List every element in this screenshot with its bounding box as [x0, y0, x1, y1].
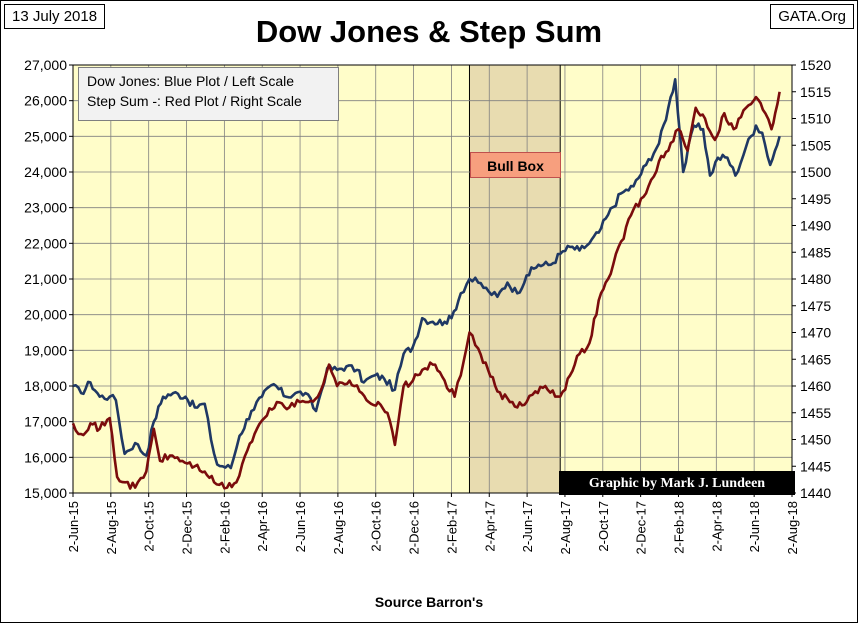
y-left-tick-label: 22,000	[24, 235, 67, 251]
y-right-tick-label: 1495	[800, 191, 831, 207]
series-group	[71, 78, 781, 490]
x-tick-label: 2-Feb-16	[217, 501, 232, 554]
dow-jones-line	[72, 78, 781, 470]
right-axis-ticks: 1440 1445 1450 1455 1460 1465 1470 1475 1480 1485…	[792, 57, 831, 501]
y-right-tick-label: 1480	[800, 271, 831, 287]
credit-label: Graphic by Mark J. Lundeen	[559, 471, 795, 495]
x-tick-label: 2-Oct-17	[596, 501, 611, 552]
x-tick-label: 2-Jun-18	[747, 501, 762, 552]
x-tick-label: 2-Feb-18	[671, 501, 686, 554]
chart-title: Dow Jones & Step Sum	[255, 14, 603, 49]
source-site-label: GATA.Org	[770, 4, 854, 29]
x-tick-label: 2-Aug-15	[104, 501, 119, 554]
y-left-tick-label: 21,000	[24, 271, 67, 287]
x-tick-label: 2-Aug-16	[331, 501, 346, 554]
y-right-tick-label: 1510	[800, 111, 831, 127]
y-left-tick-label: 24,000	[24, 164, 67, 180]
y-right-tick-label: 1520	[800, 57, 831, 73]
x-tick-label: 2-Jun-17	[520, 501, 535, 552]
legend-entry-stepsum: Step Sum -: Red Plot / Right Scale	[87, 93, 302, 109]
bull-box-label: Bull Box	[470, 152, 561, 178]
y-right-tick-label: 1490	[800, 218, 831, 234]
step-sum-line	[71, 91, 781, 490]
x-tick-label: 2-Apr-17	[482, 501, 497, 552]
y-right-tick-label: 1485	[800, 244, 831, 260]
y-right-tick-label: 1470	[800, 325, 831, 341]
y-right-tick-label: 1455	[800, 405, 831, 421]
y-right-tick-label: 1460	[800, 378, 831, 394]
x-tick-label: 2-Jun-16	[293, 501, 308, 552]
y-left-tick-label: 16,000	[24, 449, 67, 465]
y-left-tick-label: 27,000	[24, 57, 67, 73]
y-right-tick-label: 1475	[800, 298, 831, 314]
x-tick-label: 2-Apr-16	[255, 501, 270, 552]
y-left-tick-label: 17,000	[24, 414, 67, 430]
x-axis-ticks: 2-Jun-15 2-Aug-15 2-Oct-15 2-Dec-15 2-Feb-16…	[66, 493, 800, 554]
y-left-tick-label: 25,000	[24, 128, 67, 144]
y-left-tick-label: 26,000	[24, 93, 67, 109]
y-right-tick-label: 1445	[800, 458, 831, 474]
y-right-tick-label: 1440	[800, 485, 831, 501]
x-tick-label: 2-Dec-16	[407, 501, 422, 554]
y-left-tick-label: 20,000	[24, 307, 67, 323]
y-left-tick-label: 18,000	[24, 378, 67, 394]
y-right-tick-label: 1500	[800, 164, 831, 180]
x-tick-label: 2-Dec-17	[634, 501, 649, 554]
left-axis-ticks: 15,000 16,000 17,000 18,000 19,000 20,000 21,0…	[24, 57, 73, 501]
y-left-tick-label: 15,000	[24, 485, 67, 501]
y-left-tick-label: 23,000	[24, 200, 67, 216]
x-tick-label: 2-Aug-18	[785, 501, 800, 554]
x-tick-label: 2-Dec-15	[180, 501, 195, 554]
x-tick-label: 2-Feb-17	[444, 501, 459, 554]
y-right-tick-label: 1465	[800, 351, 831, 367]
y-right-tick-label: 1515	[800, 84, 831, 100]
y-left-tick-label: 19,000	[24, 342, 67, 358]
x-tick-label: 2-Oct-16	[369, 501, 384, 552]
x-tick-label: 2-Aug-17	[558, 501, 573, 554]
date-label: 13 July 2018	[4, 4, 106, 29]
legend: Dow Jones: Blue Plot / Left Scale Step S…	[78, 67, 339, 121]
y-right-tick-label: 1505	[800, 137, 831, 153]
x-tick-label: 2-Jun-15	[66, 501, 81, 552]
x-tick-label: 2-Apr-18	[709, 501, 724, 552]
y-right-tick-label: 1450	[800, 432, 831, 448]
x-tick-label: 2-Oct-15	[142, 501, 157, 552]
x-axis-title: Source Barron's	[374, 594, 484, 610]
legend-entry-dow: Dow Jones: Blue Plot / Left Scale	[87, 73, 294, 89]
